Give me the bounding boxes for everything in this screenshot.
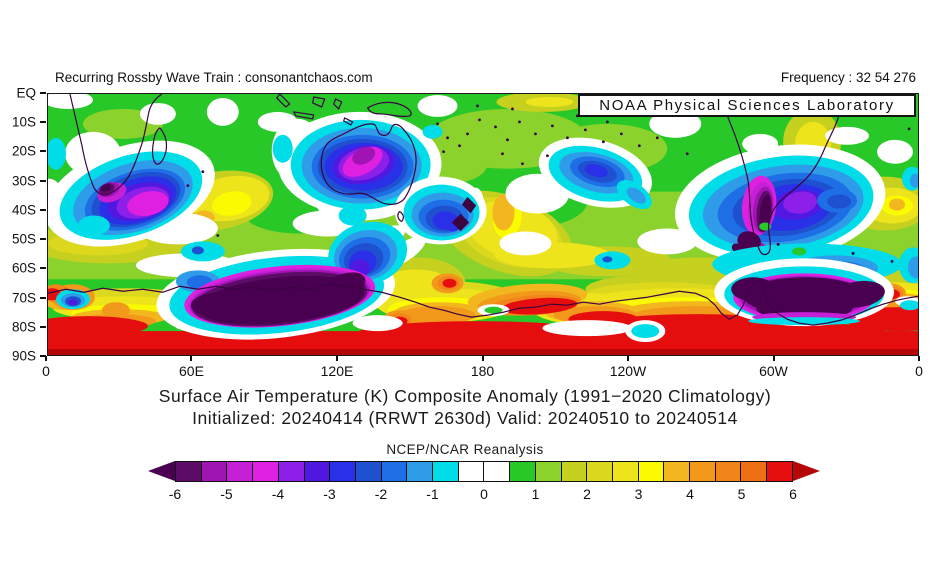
lon-tick-label: 120W — [609, 363, 647, 379]
lon-tickmark — [918, 356, 920, 361]
lon-tickmark — [772, 356, 775, 361]
lat-tickmark — [40, 267, 46, 270]
lat-tick-label: 90S — [11, 348, 36, 364]
lat-tick-label: 80S — [11, 319, 36, 335]
lat-tickmark — [40, 121, 46, 124]
colorbar-tick-labels: -6 -5 -4 -3 -2 -1 0 1 2 3 4 5 6 — [169, 486, 797, 502]
lon-tickmark — [626, 356, 629, 361]
anomaly-map — [47, 93, 919, 356]
colorbar-cell — [200, 462, 227, 481]
colorbar-cell — [277, 462, 304, 481]
colorbar-left-arrow — [148, 461, 175, 481]
colorbar-cell — [303, 462, 330, 481]
lon-tick-label: 60W — [759, 363, 788, 379]
colorbar-source-label: NCEP/NCAR Reanalysis — [386, 442, 544, 457]
lat-tickmark — [40, 150, 46, 153]
lat-tickmark — [40, 355, 46, 357]
frequency-text: Frequency : 32 54 276 — [780, 70, 916, 85]
lon-axis: 0 60E 120E 180 120W 60W 0 — [42, 356, 923, 384]
lon-tickmark — [45, 356, 47, 361]
colorbar-cell — [637, 462, 664, 481]
colorbar-tick-label: 2 — [583, 486, 591, 502]
colorbar-cell — [176, 462, 201, 481]
lat-tickmark — [40, 208, 46, 211]
colorbar-cell — [714, 462, 741, 481]
colorbar-cell — [354, 462, 381, 481]
colorbar-cell — [689, 462, 715, 481]
watermark-text: Recurring Rossby Wave Train : consonantc… — [55, 70, 373, 85]
colorbar-tick-label: -5 — [220, 486, 233, 502]
lat-tickmark — [40, 296, 46, 299]
lat-tick-label: 10S — [11, 114, 36, 130]
colorbar-right-arrow — [793, 461, 820, 481]
colorbar-cell — [329, 462, 355, 481]
colorbar-tick-label: -2 — [374, 486, 388, 502]
lon-tick-label: 120E — [320, 363, 354, 379]
colorbar-tick-label: -6 — [168, 486, 182, 502]
colorbar-cell — [560, 462, 587, 481]
lat-tick-label: 20S — [11, 143, 36, 159]
colorbar-cell — [483, 462, 510, 481]
colorbar-cell — [586, 462, 612, 481]
lon-tickmark — [335, 356, 338, 361]
colorbar-cell — [611, 462, 638, 481]
colorbar-cell — [457, 462, 484, 481]
colorbar-cell — [226, 462, 253, 481]
lat-tick-label: 70S — [11, 290, 36, 306]
colorbar-cell — [406, 462, 433, 481]
lon-tickmark — [481, 356, 484, 361]
lat-tickmark — [40, 92, 46, 94]
plot-title-line-2: Initialized: 20240414 (RRWT 2630d) Valid… — [192, 408, 738, 428]
noaa-psl-banner-text: NOAA Physical Sciences Laboratory — [599, 97, 895, 114]
lat-tickmark — [40, 179, 46, 182]
lat-tick-label: 30S — [11, 173, 36, 189]
colorbar-tick-label: 3 — [634, 486, 643, 502]
lat-tick-label: 40S — [11, 202, 36, 218]
colorbar-tick-label: -4 — [271, 486, 285, 502]
colorbar-cell — [380, 462, 407, 481]
lon-tick-label: 0 — [915, 363, 923, 379]
colorbar-cell — [534, 462, 561, 481]
colorbar-tick-label: 0 — [480, 486, 488, 502]
colorbar-cell — [432, 462, 458, 481]
colorbar-cells — [175, 461, 793, 482]
lat-tickmark — [40, 238, 46, 241]
colorbar-cell — [252, 462, 278, 481]
colorbar-tick-label: 5 — [737, 486, 746, 502]
colorbar-tick-label: 6 — [789, 486, 797, 502]
lon-tick-label: 60E — [179, 363, 204, 379]
lat-tickmark — [40, 325, 46, 328]
noaa-psl-banner: NOAA Physical Sciences Laboratory — [578, 94, 916, 117]
colorbar — [148, 461, 820, 482]
map-island-dots — [186, 104, 911, 263]
lat-tick-label: 60S — [11, 260, 36, 276]
colorbar-cell — [740, 462, 767, 481]
colorbar-tick-label: -1 — [426, 486, 439, 502]
map-coastlines — [48, 94, 918, 326]
colorbar-cell — [663, 462, 690, 481]
colorbar-cell — [766, 462, 792, 481]
lat-tick-label: 50S — [11, 231, 36, 247]
lat-axis: EQ 10S 20S 30S 40S 50S 60S 70S 80S 90S — [0, 86, 46, 364]
lat-tick-label: EQ — [16, 85, 36, 101]
colorbar-tick-label: -3 — [323, 486, 336, 502]
lon-tick-label: 180 — [470, 363, 495, 379]
lon-tick-label: 0 — [42, 363, 50, 379]
anomaly-map-svg — [48, 94, 918, 355]
colorbar-tick-label: 4 — [686, 486, 694, 502]
colorbar-cell — [509, 462, 535, 481]
colorbar-tick-label: 1 — [531, 486, 540, 502]
lon-tickmark — [190, 356, 193, 361]
plot-title-line-1: Surface Air Temperature (K) Composite An… — [158, 386, 772, 406]
